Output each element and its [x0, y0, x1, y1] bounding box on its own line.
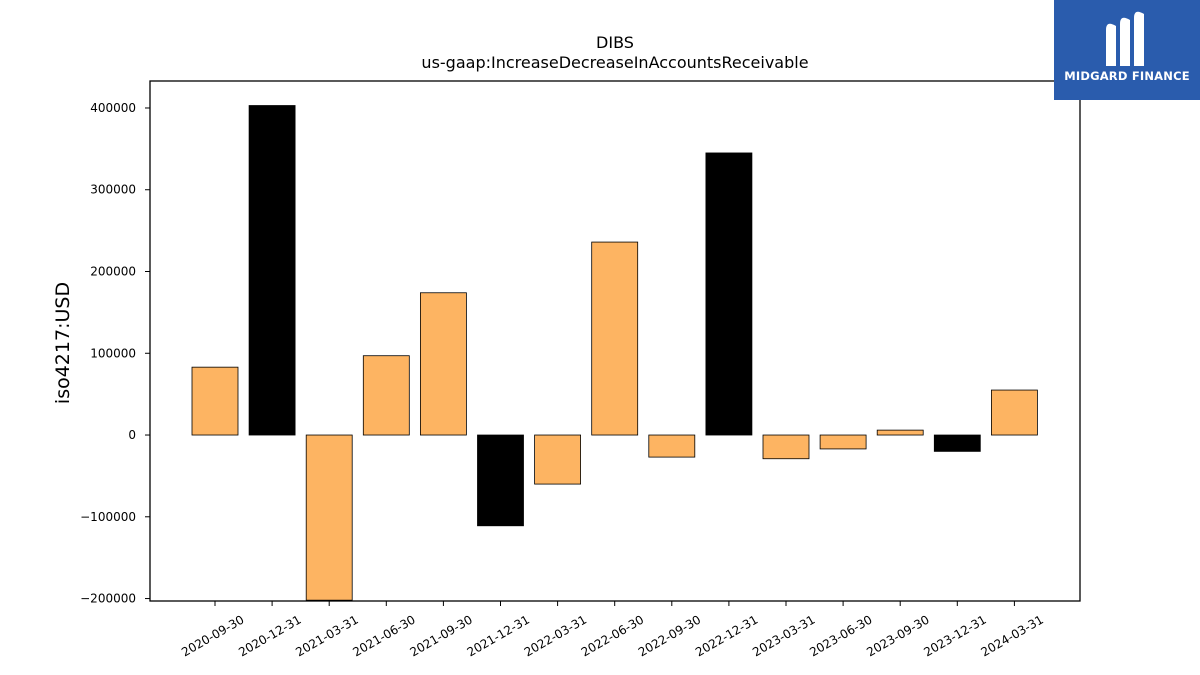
x-tick-label: 2021-03-31 [293, 612, 360, 659]
x-tick-label: 2020-12-31 [236, 612, 303, 659]
bar-2023-12-31 [933, 434, 981, 452]
x-tick-label: 2023-12-31 [921, 612, 988, 659]
bar-2022-06-30 [591, 241, 639, 436]
logo-text: MIDGARD FINANCE [1064, 69, 1190, 83]
bars-group [191, 105, 1038, 601]
x-tick-label: 2022-09-30 [636, 612, 703, 659]
y-tick-label: 200000 [90, 265, 136, 279]
y-axis-ticks: −200000 −100000 0 100000 200000 300000 400000 [80, 101, 150, 606]
bar-2022-12-31 [705, 152, 753, 436]
chart-subtitle: us-gaap:IncreaseDecreaseInAccountsReceiv… [421, 53, 808, 72]
y-tick-label: −200000 [80, 592, 136, 606]
x-tick-label: 2023-09-30 [864, 612, 931, 659]
bar-2021-06-30 [362, 355, 410, 436]
x-tick-label: 2022-12-31 [693, 612, 760, 659]
midgard-finance-logo: MIDGARD FINANCE [1054, 0, 1200, 100]
bar-2020-09-30 [191, 366, 239, 436]
y-tick-label: −100000 [80, 510, 136, 524]
bar-2023-09-30 [876, 429, 924, 436]
x-tick-label: 2020-09-30 [179, 612, 246, 659]
bar-2022-09-30 [648, 434, 696, 458]
bar-2021-12-31 [477, 434, 524, 527]
x-tick-label: 2021-09-30 [407, 612, 474, 659]
plot-frame [149, 80, 1081, 602]
bar-2021-09-30 [419, 292, 467, 436]
x-tick-label: 2022-03-31 [522, 612, 589, 659]
x-axis-ticks: 2020-09-302020-12-312021-03-312021-06-30… [179, 601, 1046, 659]
chart-title: DIBS [596, 33, 634, 52]
x-tick-label: 2023-03-31 [750, 612, 817, 659]
bar-2023-06-30 [819, 434, 867, 450]
bar-2024-03-31 [991, 389, 1038, 436]
y-axis-label: iso4217:USD [52, 282, 74, 404]
midgard-logo-icon [1106, 11, 1144, 66]
x-tick-label: 2021-12-31 [465, 612, 532, 659]
x-tick-label: 2022-06-30 [579, 612, 646, 659]
bar-2021-03-31 [305, 434, 353, 601]
x-tick-label: 2021-06-30 [350, 612, 417, 659]
bar-2022-03-31 [534, 434, 581, 485]
x-tick-label: 2023-06-30 [807, 612, 874, 659]
bar-2020-12-31 [248, 105, 296, 436]
y-tick-label: 400000 [90, 101, 136, 115]
x-tick-label: 2024-03-31 [978, 612, 1045, 659]
y-tick-label: 100000 [90, 346, 136, 360]
y-tick-label: 300000 [90, 183, 136, 197]
y-tick-label: 0 [128, 428, 136, 442]
bar-2023-03-31 [762, 434, 810, 460]
